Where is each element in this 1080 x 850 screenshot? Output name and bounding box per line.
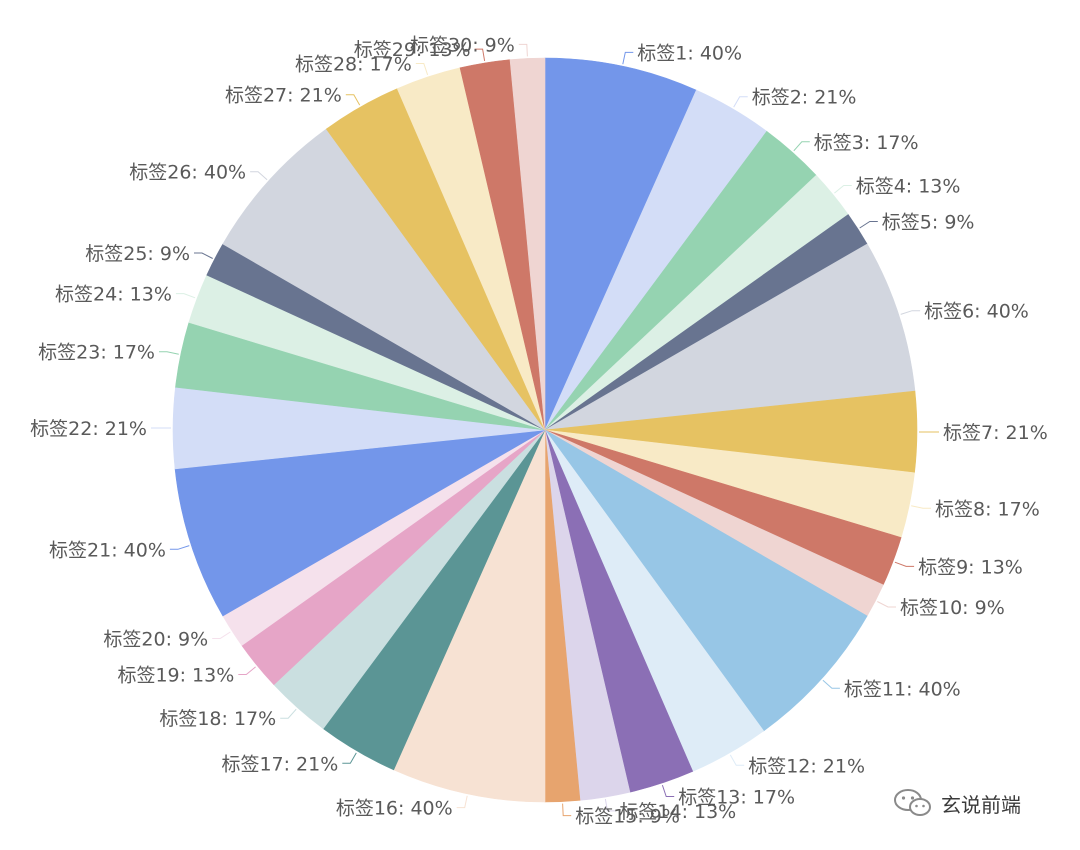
leader-line: [342, 752, 357, 764]
slice-label: 标签24: 13%: [55, 284, 172, 306]
slice-label: 标签14: 13%: [619, 801, 736, 823]
leader-line: [661, 784, 675, 797]
pie-slices: [172, 57, 918, 803]
slice-labels: 标签1: 40% 标签2: 21% 标签3: 17% 标签4: 13% 标签5: 9% 标…: [30, 34, 1048, 827]
leader-line: [345, 94, 361, 106]
leader-line: [518, 43, 528, 57]
pie-slice: [544, 243, 916, 431]
leader-line: [793, 141, 810, 152]
leader-line: [604, 799, 616, 812]
pie-slice: [222, 128, 546, 431]
watermark: 玄说前端: [893, 786, 1021, 820]
slice-label: 标签13: 17%: [678, 787, 795, 809]
leader-line: [415, 63, 429, 76]
leader-line: [456, 795, 468, 809]
slice-label: 标签23: 17%: [38, 342, 155, 364]
pie-slice: [544, 57, 697, 431]
leader-line: [159, 351, 179, 355]
slice-label: 标签20: 9%: [103, 629, 208, 651]
slice-label: 标签28: 17%: [295, 54, 412, 76]
slice-label: 标签1: 40%: [637, 42, 742, 64]
pie-slice: [174, 429, 546, 617]
pie-slice: [509, 57, 546, 431]
slice-label: 标签29: 13%: [354, 39, 471, 61]
leader-line: [729, 754, 745, 766]
leader-line: [175, 293, 196, 299]
leader-line: [169, 545, 190, 550]
slice-label: 标签22: 21%: [30, 418, 147, 440]
leader-line: [894, 561, 915, 567]
leader-line: [911, 505, 931, 509]
slice-label: 标签17: 21%: [221, 753, 338, 775]
leader-line: [562, 803, 572, 817]
leader-line: [834, 185, 852, 194]
leader-line: [194, 252, 213, 259]
slice-label: 标签18: 17%: [159, 708, 276, 730]
leader-line: [900, 310, 921, 315]
slice-label: 标签16: 40%: [336, 798, 453, 820]
slice-label: 标签3: 17%: [814, 132, 919, 154]
pie-slice: [393, 429, 546, 803]
label-leader-lines: [151, 43, 939, 817]
slice-label: 标签25: 9%: [85, 243, 190, 265]
slice-label: 标签26: 40%: [129, 162, 246, 184]
slice-label: 标签9: 13%: [918, 556, 1023, 578]
slice-label: 标签5: 9%: [882, 212, 975, 234]
slice-label: 标签21: 40%: [49, 539, 166, 561]
slice-label: 标签15: 9%: [575, 806, 680, 828]
leader-line: [474, 48, 486, 61]
leader-line: [877, 601, 896, 608]
leader-line: [280, 708, 297, 719]
slice-label: 标签8: 17%: [935, 498, 1040, 520]
slice-label: 标签2: 21%: [752, 87, 857, 109]
slice-label: 标签6: 40%: [924, 301, 1029, 323]
slice-label: 标签12: 21%: [748, 755, 865, 777]
leader-line: [822, 679, 840, 689]
slice-label: 标签27: 21%: [225, 85, 342, 107]
slice-label: 标签30: 9%: [410, 34, 515, 56]
leader-line: [622, 51, 634, 65]
leader-line: [859, 221, 878, 229]
wechat-icon: [894, 789, 931, 816]
slice-label: 标签19: 13%: [117, 665, 234, 687]
leader-line: [733, 96, 748, 108]
slice-label: 标签11: 40%: [844, 678, 961, 700]
slice-label: 标签7: 21%: [943, 422, 1048, 444]
slice-label: 标签4: 13%: [856, 176, 961, 198]
slice-label: 标签10: 9%: [900, 597, 1005, 619]
leader-line: [212, 631, 231, 639]
leader-line: [250, 171, 268, 181]
watermark-text: 玄说前端: [941, 792, 1021, 817]
pie-slice: [544, 429, 868, 732]
leader-line: [238, 666, 256, 675]
